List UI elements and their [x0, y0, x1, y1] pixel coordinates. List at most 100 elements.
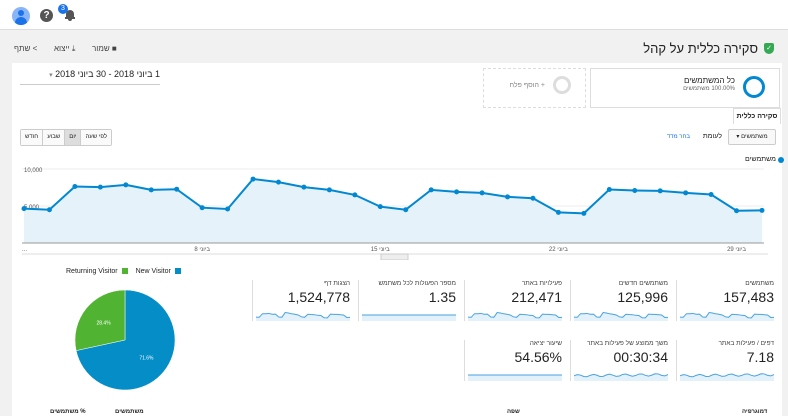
y-tick-label: 10,000 [24, 168, 43, 174]
pie-label: 71.6% [139, 355, 154, 361]
tab-overview[interactable]: סקירה כללית [733, 108, 781, 124]
sparkline-line [256, 312, 350, 319]
sparkline [468, 374, 562, 381]
pie-legend: Returning Visitor New Visitor [66, 268, 181, 275]
data-point [403, 207, 409, 213]
versus-label: לעומת [702, 133, 722, 140]
data-point [606, 186, 612, 192]
sparkline [468, 312, 562, 321]
metric-tile[interactable]: מספר הפעולות לכל משתמש 1.35 [358, 280, 460, 321]
data-point [275, 179, 281, 185]
metric-value: 125,996 [617, 289, 668, 305]
data-point [555, 209, 561, 215]
data-point [21, 206, 27, 212]
data-point [199, 205, 205, 211]
sparkline [256, 312, 350, 321]
metric-tile[interactable]: משך ממוצע של פעילות באתר 00:30:34 [570, 340, 672, 381]
data-point [97, 184, 103, 190]
metric-value: 1,524,778 [287, 289, 350, 305]
expand-handle [380, 253, 409, 260]
top-bar [0, 0, 788, 30]
segment-ring-icon [743, 76, 765, 98]
metric-value: 1.35 [428, 289, 456, 305]
sparkline [574, 373, 668, 381]
data-point [428, 187, 434, 193]
verified-shield-icon: ✓ [764, 43, 774, 54]
metric-value: 157,483 [723, 289, 774, 305]
sparkline-line [574, 312, 668, 319]
sparkline [362, 314, 456, 321]
sparkline-area [256, 312, 350, 321]
metric-tile[interactable]: שיעור יציאה 54.56% [464, 340, 566, 381]
sparkline [680, 312, 774, 321]
data-point [657, 188, 663, 194]
granularity-month[interactable]: חודש [21, 130, 44, 145]
bell-icon[interactable] [65, 10, 75, 21]
data-point [734, 208, 740, 214]
data-point [505, 194, 511, 200]
notification-badge: 3 [58, 4, 68, 14]
granularity-hour[interactable]: לפי שעה [81, 130, 112, 145]
metric-value: 54.56% [514, 349, 562, 365]
export-label: ייצוא [54, 44, 70, 53]
metric-tile[interactable]: משתמשים 157,483 [676, 280, 778, 321]
save-icon: ■ [111, 44, 117, 53]
data-point [123, 182, 129, 188]
data-point [632, 188, 638, 194]
avatar-icon[interactable] [12, 7, 30, 25]
chart-area [24, 179, 762, 243]
metric-label: פעילויות באתר [521, 280, 562, 287]
metric-value: 00:30:34 [613, 349, 669, 365]
save-label: שמור [92, 44, 110, 53]
sparkline-area [574, 312, 668, 321]
data-point [479, 190, 485, 196]
export-button[interactable]: ייצוא ⤓ [54, 44, 75, 54]
data-point [174, 186, 180, 192]
sparkline-area [680, 312, 774, 321]
metric-tile[interactable]: משתמשים חדשים 125,996 [570, 280, 672, 321]
metric-label: משתמשים [745, 280, 774, 287]
data-point [759, 207, 765, 213]
date-range-picker[interactable]: 1 ביוני 2018 - 30 ביוני 2018 ▾ [20, 69, 160, 85]
metric-value: 7.18 [746, 349, 774, 365]
chevron-down-icon: ▾ [49, 72, 53, 79]
segment-all-users[interactable]: כל המשתמשים 100.00% משתמשים [590, 68, 780, 108]
granularity-week[interactable]: שבוע [43, 130, 66, 145]
metric-tile[interactable]: דפים / פעילות באתר 7.18 [676, 340, 778, 381]
legend-returning-swatch [121, 268, 128, 275]
x-start-label: ... [22, 247, 27, 253]
data-point [46, 207, 52, 213]
metric-label: שיעור יציאה [529, 340, 562, 347]
share-button[interactable]: שתף < [14, 44, 37, 53]
legend-returning-label: Returning Visitor [66, 268, 118, 275]
granularity-day[interactable]: יום [65, 130, 82, 145]
help-icon[interactable]: ? [40, 9, 53, 22]
add-segment-label: + הוסף פלח [509, 82, 545, 89]
metric-select[interactable]: משתמשים ▾ [728, 129, 776, 145]
date-range-label: 1 ביוני 2018 - 30 ביוני 2018 [55, 69, 160, 79]
data-point [377, 204, 383, 210]
metric-tile[interactable]: פעילויות באתר 212,471 [464, 280, 566, 321]
data-point [326, 187, 332, 193]
legend-new: New Visitor [136, 268, 181, 275]
data-point [581, 210, 587, 216]
save-button[interactable]: שמור ■ [92, 44, 117, 53]
page-title: סקירה כללית על קהל [643, 41, 758, 56]
choose-metric-link[interactable]: בחר מדד [666, 134, 690, 140]
sparkline-line [574, 373, 668, 378]
share-label: שתף [14, 44, 31, 53]
data-point [352, 192, 358, 198]
sparkline-line [468, 312, 562, 319]
data-point [148, 187, 154, 193]
metric-tile[interactable]: הצגות דף 1,524,778 [252, 280, 354, 321]
metric-label: הצגות דף [324, 280, 350, 287]
sparkline-line [680, 373, 774, 378]
footer-col-language: שפה [507, 409, 520, 415]
data-point [72, 183, 78, 189]
share-icon: < [32, 44, 38, 53]
add-segment-button[interactable]: + הוסף פלח [483, 68, 586, 108]
footer-col-pct-users: % משתמשים [50, 409, 86, 415]
series-line [23, 178, 763, 215]
visitor-pie-chart: 71.6% 28.4% [74, 289, 176, 391]
